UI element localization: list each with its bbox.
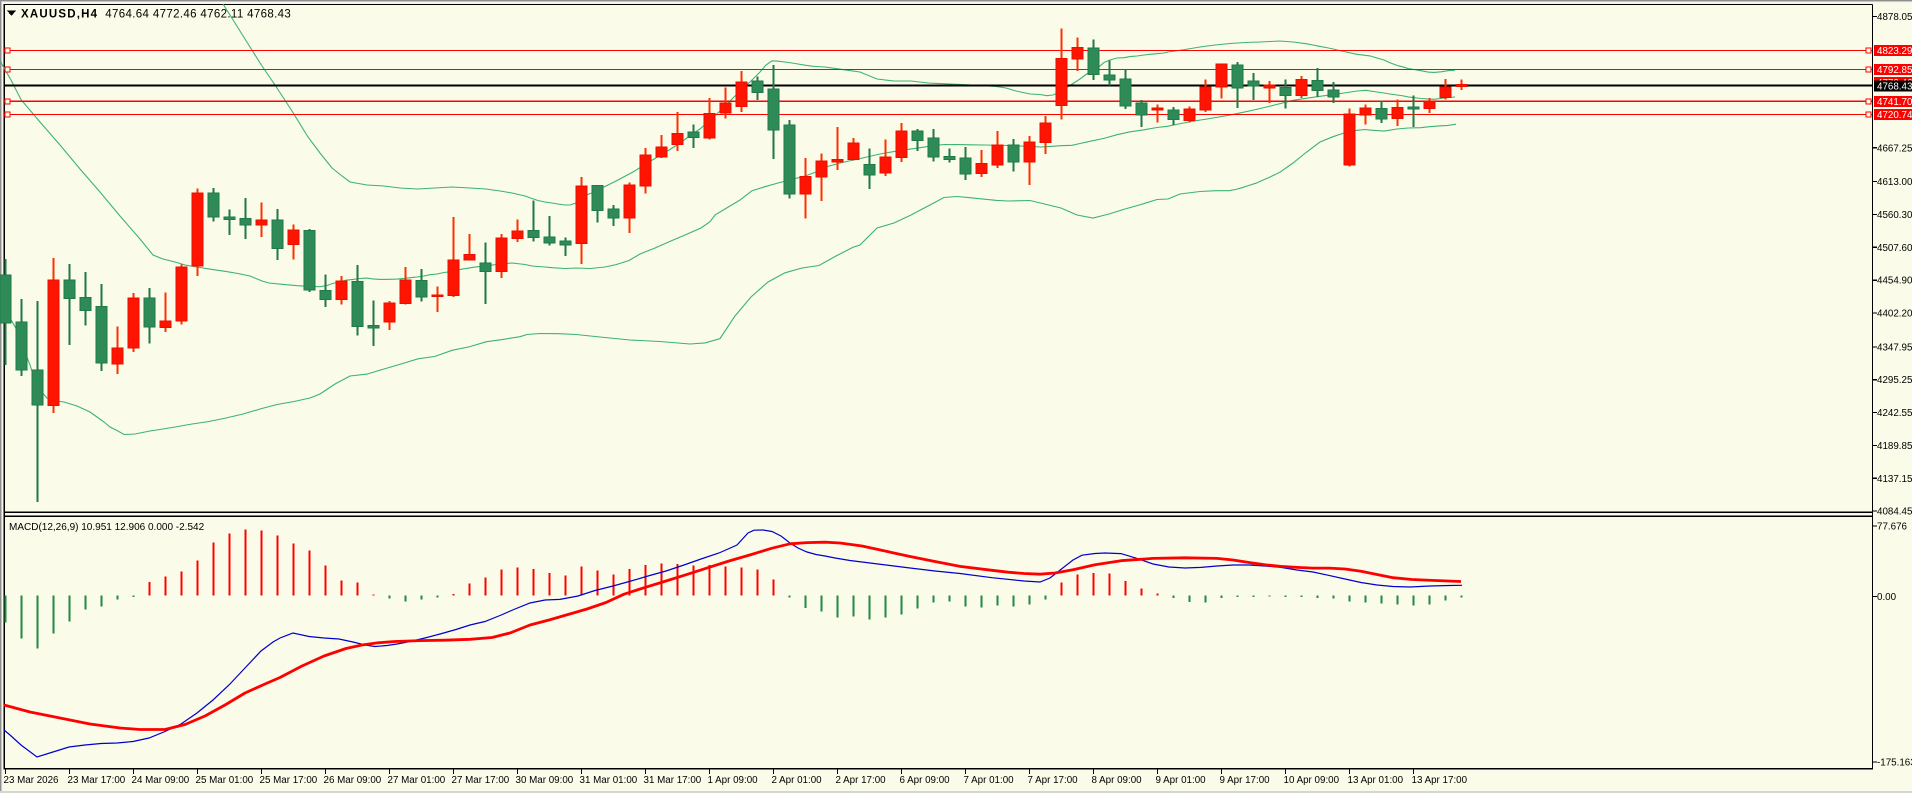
svg-text:4792.85: 4792.85 [1877,65,1912,76]
svg-text:9 Apr 01:00: 9 Apr 01:00 [1156,775,1207,786]
svg-text:26 Mar 09:00: 26 Mar 09:00 [324,775,382,786]
svg-text:27 Mar 17:00: 27 Mar 17:00 [452,775,510,786]
svg-text:2 Apr 01:00: 2 Apr 01:00 [772,775,823,786]
svg-text:25 Mar 17:00: 25 Mar 17:00 [260,775,318,786]
svg-text:4189.85: 4189.85 [1877,441,1912,452]
svg-text:10 Apr 09:00: 10 Apr 09:00 [1284,775,1340,786]
svg-text:31 Mar 17:00: 31 Mar 17:00 [644,775,702,786]
svg-text:13 Apr 01:00: 13 Apr 01:00 [1348,775,1404,786]
svg-text:4402.20: 4402.20 [1877,309,1912,320]
svg-text:7 Apr 01:00: 7 Apr 01:00 [964,775,1015,786]
svg-text:25 Mar 01:00: 25 Mar 01:00 [196,775,254,786]
svg-text:4560.30: 4560.30 [1877,210,1912,221]
svg-text:4084.45: 4084.45 [1877,507,1912,518]
svg-text:30 Mar 09:00: 30 Mar 09:00 [516,775,574,786]
svg-text:23 Mar 17:00: 23 Mar 17:00 [68,775,126,786]
svg-text:77.676: 77.676 [1877,522,1908,533]
svg-text:4137.15: 4137.15 [1877,474,1912,485]
svg-text:4613.00: 4613.00 [1877,177,1912,188]
svg-text:4295.25: 4295.25 [1877,375,1912,386]
svg-text:4741.70: 4741.70 [1877,97,1912,108]
svg-text:4454.90: 4454.90 [1877,276,1912,287]
svg-text:MACD(12,26,9) 10.951 12.906 0.: MACD(12,26,9) 10.951 12.906 0.000 -2.542 [9,522,205,533]
svg-text:23 Mar 2026: 23 Mar 2026 [4,775,60,786]
svg-text:-175.163: -175.163 [1877,758,1912,769]
svg-text:4347.95: 4347.95 [1877,342,1912,353]
svg-text:2 Apr 17:00: 2 Apr 17:00 [836,775,887,786]
svg-text:24 Mar 09:00: 24 Mar 09:00 [132,775,190,786]
svg-text:4878.05: 4878.05 [1877,12,1912,23]
svg-text:6 Apr 09:00: 6 Apr 09:00 [900,775,951,786]
svg-text:4823.29: 4823.29 [1877,46,1912,57]
svg-text:4768.43: 4768.43 [1877,81,1912,92]
svg-text:8 Apr 09:00: 8 Apr 09:00 [1092,775,1143,786]
svg-text:4242.55: 4242.55 [1877,408,1912,419]
svg-text:0.00: 0.00 [1877,592,1897,603]
svg-text:7 Apr 17:00: 7 Apr 17:00 [1028,775,1079,786]
svg-text:27 Mar 01:00: 27 Mar 01:00 [388,775,446,786]
svg-text:4667.25: 4667.25 [1877,143,1912,154]
svg-text:31 Mar 01:00: 31 Mar 01:00 [580,775,638,786]
svg-text:4720.74: 4720.74 [1877,110,1912,121]
svg-text:1 Apr 09:00: 1 Apr 09:00 [708,775,759,786]
svg-text:9 Apr 17:00: 9 Apr 17:00 [1220,775,1271,786]
svg-text:13 Apr 17:00: 13 Apr 17:00 [1412,775,1468,786]
svg-text:4507.60: 4507.60 [1877,243,1912,254]
